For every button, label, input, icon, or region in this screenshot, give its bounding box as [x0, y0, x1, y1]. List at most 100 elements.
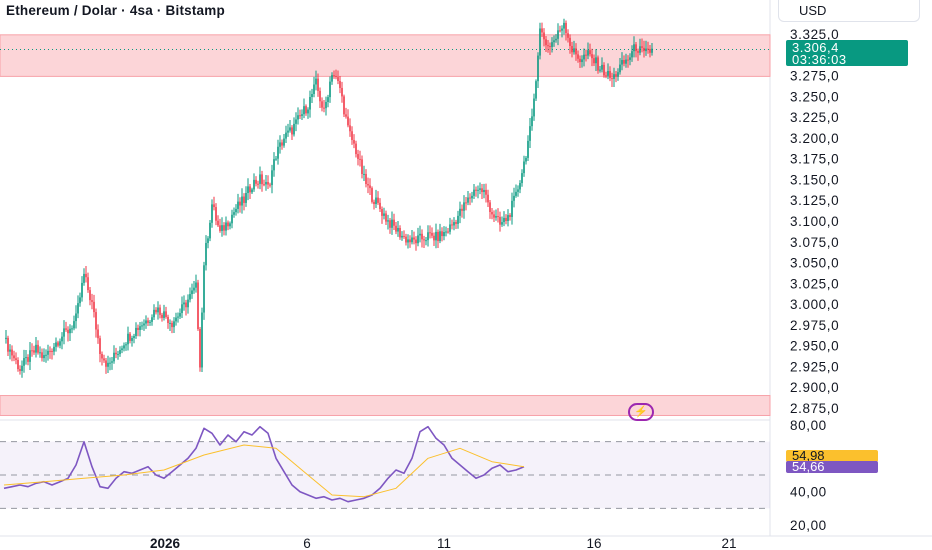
candle-body: [295, 119, 297, 124]
rsi-ma-value-label: 54,98: [786, 449, 878, 462]
time-axis[interactable]: 2026 6 11 16 21: [0, 535, 932, 550]
candle-body: [243, 196, 245, 203]
candle-body: [539, 28, 541, 56]
time-axis-tick: 2026: [150, 536, 181, 550]
candle-body: [377, 197, 379, 203]
candle-body: [55, 342, 57, 347]
candle-body: [95, 312, 97, 330]
candle-body: [563, 22, 565, 29]
candle-body: [197, 282, 199, 330]
candle-body: [189, 294, 191, 300]
candle-body: [141, 325, 143, 327]
candle-body: [551, 42, 553, 47]
candle-body: [533, 98, 535, 117]
candle-body: [629, 57, 631, 60]
candle-body: [569, 37, 571, 46]
candle-body: [525, 157, 527, 162]
candle-body: [387, 220, 389, 222]
candle-body: [185, 302, 187, 308]
candle-body: [51, 350, 53, 352]
candle-body: [453, 222, 455, 226]
candle-body: [201, 312, 203, 368]
candle-body: [597, 57, 599, 71]
candle-body: [501, 222, 503, 225]
candle-body: [251, 189, 253, 193]
candle-body: [305, 106, 307, 114]
candle-body: [383, 213, 385, 216]
candle-body: [351, 131, 353, 140]
candle-body: [249, 186, 251, 193]
candle-body: [153, 309, 155, 318]
lightning-bolt-icon[interactable]: ⚡: [628, 403, 654, 421]
candle-body: [139, 326, 141, 330]
candle-body: [631, 51, 633, 58]
candle-body: [381, 209, 383, 216]
candle-body: [231, 214, 233, 224]
candle-body: [483, 189, 485, 193]
candle-body: [369, 185, 371, 189]
candle-body: [495, 216, 497, 218]
candle-body: [199, 329, 201, 368]
candle-body: [561, 28, 563, 31]
candle-body: [299, 115, 301, 117]
candle-body: [223, 225, 225, 231]
candle-body: [119, 349, 121, 355]
candle-body: [415, 239, 417, 244]
candle-body: [557, 30, 559, 39]
time-axis-tick: 11: [437, 536, 451, 550]
candle-body: [649, 49, 651, 53]
candle-body: [489, 202, 491, 213]
candle-body: [271, 170, 273, 186]
candle-body: [161, 314, 163, 318]
candle-body: [13, 355, 15, 359]
candle-body: [193, 287, 195, 291]
candle-body: [71, 328, 73, 330]
candle-body: [311, 93, 313, 98]
candle-body: [59, 341, 61, 346]
currency-button[interactable]: USD: [778, 0, 920, 22]
price-axis-tick: 3.125,0: [790, 193, 839, 208]
candle-body: [623, 60, 625, 64]
candle-body: [217, 220, 219, 226]
candle-body: [99, 338, 101, 354]
candle-body: [159, 307, 161, 315]
candle-body: [537, 55, 539, 82]
candle-body: [545, 39, 547, 46]
candle-body: [129, 333, 131, 341]
candle-body: [313, 84, 315, 94]
candle-body: [325, 101, 327, 109]
candle-body: [267, 182, 269, 185]
candle-body: [605, 75, 607, 77]
candle-body: [211, 204, 213, 223]
candle-body: [63, 328, 65, 337]
candle-body: [417, 235, 419, 244]
candle-body: [145, 320, 147, 324]
candle-body: [181, 304, 183, 314]
price-axis-tick: 3.075,0: [790, 235, 839, 250]
candle-body: [175, 317, 177, 322]
candle-body: [195, 282, 197, 288]
rsi-line: [3, 425, 525, 503]
candle-body: [25, 357, 27, 359]
candle-body: [455, 222, 457, 224]
rsi-value-label: 54,66: [786, 460, 878, 473]
candle-body: [443, 231, 445, 237]
candle-body: [547, 45, 549, 47]
candle-body: [423, 239, 425, 241]
candle-body: [151, 317, 153, 322]
candle-body: [85, 273, 87, 278]
price-axis[interactable]: 3.325,03.300,03.275,03.250,03.225,03.200…: [790, 27, 839, 416]
price-axis-tick: 3.325,0: [790, 27, 839, 42]
candle-body: [261, 174, 263, 185]
candle-body: [441, 231, 443, 237]
candle-body: [293, 123, 295, 135]
candle-body: [165, 311, 167, 317]
candle-body: [241, 196, 243, 206]
candle-body: [591, 54, 593, 59]
candle-body: [31, 350, 33, 352]
candle-body: [169, 322, 171, 324]
candle-body: [191, 290, 193, 295]
candle-body: [323, 107, 325, 109]
candle-body: [481, 188, 483, 193]
candle-body: [57, 342, 59, 346]
